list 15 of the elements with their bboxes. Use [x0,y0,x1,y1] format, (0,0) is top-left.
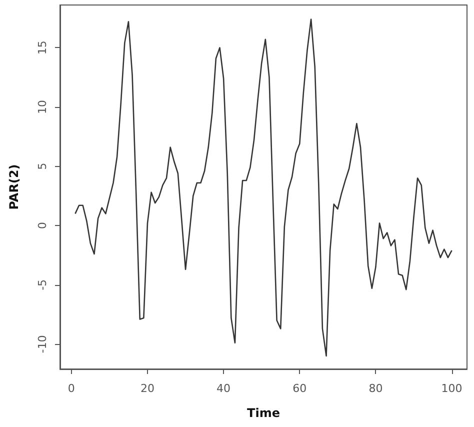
x-tick-label: 20 [140,382,154,395]
y-tick-label: -5 [36,279,49,290]
y-tick-label: 5 [36,162,49,170]
x-tick-label: 80 [368,382,383,395]
y-tick-label: -10 [36,335,49,354]
x-tick-label: 40 [216,382,231,395]
y-tick-label: 15 [36,40,49,55]
line-series [74,18,452,357]
x-tick-label: 0 [68,382,75,395]
y-axis-title: PAR(2) [7,164,21,210]
y-tick-label: 10 [36,100,49,114]
x-tick-label: 100 [441,382,462,395]
x-tick-label: 60 [292,382,307,395]
x-axis-title: Time [247,406,280,420]
y-tick-label: 0 [36,222,49,230]
